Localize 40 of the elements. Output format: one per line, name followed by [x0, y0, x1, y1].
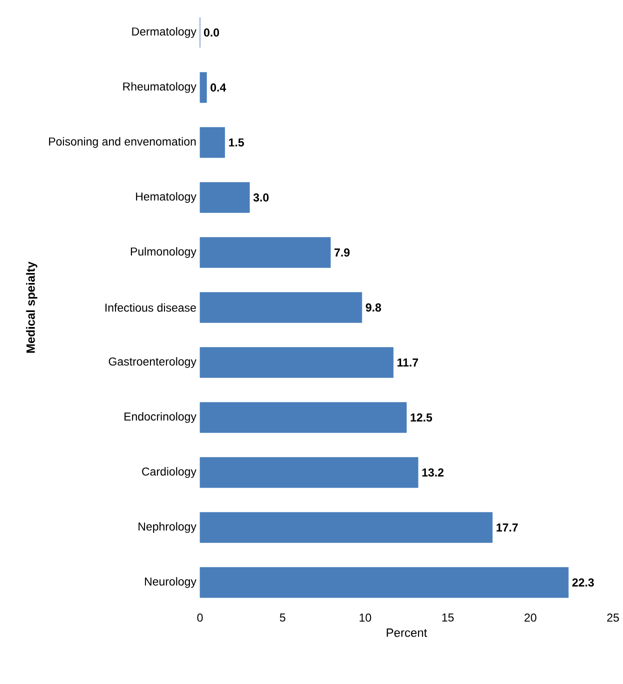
data-label: 12.5: [410, 413, 432, 422]
data-label: 22.3: [572, 578, 594, 587]
data-label: 11.7: [398, 358, 418, 366]
data-label: 9.8: [366, 303, 382, 312]
bar: [200, 402, 407, 433]
y-tick-label: Infectious disease: [106, 303, 196, 312]
x-tick-label: 20: [524, 614, 536, 622]
y-tick-label: Neurology: [145, 577, 197, 588]
x-tick-label: 10: [360, 614, 372, 622]
data-label: 17.7: [496, 524, 518, 532]
y-tick-label: Endocrinology: [124, 412, 197, 423]
x-tick-label: 25: [607, 614, 620, 622]
data-label: 7.9: [334, 248, 350, 257]
bar: [200, 127, 226, 158]
data-label: 0.0: [204, 28, 220, 37]
data-label: 1.5: [229, 138, 244, 147]
y-tick-label: Pulmonology: [131, 247, 197, 258]
data-label: 13.2: [422, 468, 444, 477]
y-tick-label: Nephrology: [138, 522, 197, 533]
y-axis-title: Medical speialty: [26, 262, 38, 353]
bar: [200, 237, 331, 268]
data-label: 3.0: [254, 193, 269, 202]
y-tick-label: Cardiology: [142, 467, 197, 478]
x-tick-label: 15: [442, 614, 454, 622]
y-tick-label: Poisoning and envenomation: [49, 137, 196, 148]
y-tick-label: Rheumatology: [123, 82, 197, 93]
bar: [200, 512, 493, 543]
data-label: 0.4: [210, 83, 226, 92]
x-tick-label: 5: [280, 614, 286, 622]
x-tick-label: 0: [197, 614, 203, 622]
bar: [200, 457, 418, 488]
bar: [200, 292, 362, 323]
bar: [200, 72, 207, 103]
x-axis-title: Percent: [386, 628, 428, 637]
y-tick-label: Hematology: [136, 192, 197, 203]
y-tick-label: Gastroenterology: [108, 357, 197, 368]
bar: [200, 567, 569, 598]
bar: [200, 182, 250, 213]
bar: [200, 347, 394, 378]
y-tick-label: Dermatology: [132, 27, 197, 38]
